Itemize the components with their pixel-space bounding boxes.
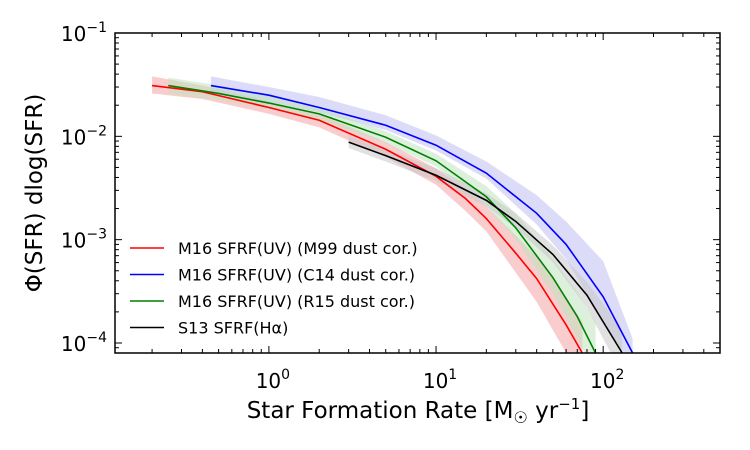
x-tick-label: 102 bbox=[590, 367, 624, 393]
legend-label: M16 SFRF(UV) (R15 dust cor.) bbox=[178, 292, 415, 311]
band-s13-sfrf-h bbox=[348, 135, 623, 353]
legend-label: M16 SFRF(UV) (M99 dust cor.) bbox=[178, 239, 418, 258]
legend: M16 SFRF(UV) (M99 dust cor.) M16 SFRF(UV)… bbox=[130, 239, 418, 338]
legend-label: M16 SFRF(UV) (C14 dust cor.) bbox=[178, 266, 415, 285]
x-axis-label: Star Formation Rate [M☉ yr−1] bbox=[247, 395, 590, 427]
y-tick-label: 10−2 bbox=[61, 123, 107, 149]
y-tick-label: 10−3 bbox=[61, 227, 107, 253]
y-tick-label: 10−1 bbox=[61, 20, 107, 46]
line-m16-sfrf-uv-r15-dust-cor bbox=[168, 84, 597, 353]
line-s13-sfrf-h bbox=[348, 141, 623, 353]
confidence-bands bbox=[152, 76, 633, 353]
y-tick-label: 10−4 bbox=[61, 330, 107, 356]
line-m16-sfrf-uv-m99-dust-cor bbox=[151, 84, 583, 353]
plot-frame bbox=[114, 32, 721, 354]
tick-labels: 100 101 102 10−4 10−3 10−2 10−1 bbox=[61, 20, 624, 393]
series-lines bbox=[151, 84, 634, 353]
line-m16-sfrf-uv-c14-dust-cor bbox=[210, 84, 634, 353]
legend-label: S13 SFRF(Hα) bbox=[178, 319, 288, 338]
x-tick-label: 100 bbox=[256, 367, 290, 393]
x-tick-label: 101 bbox=[423, 367, 457, 393]
y-axis-label: Φ(SFR) dlog(SFR) bbox=[22, 94, 48, 293]
band-m16-sfrf-uv-c14-dust-cor bbox=[210, 76, 633, 353]
